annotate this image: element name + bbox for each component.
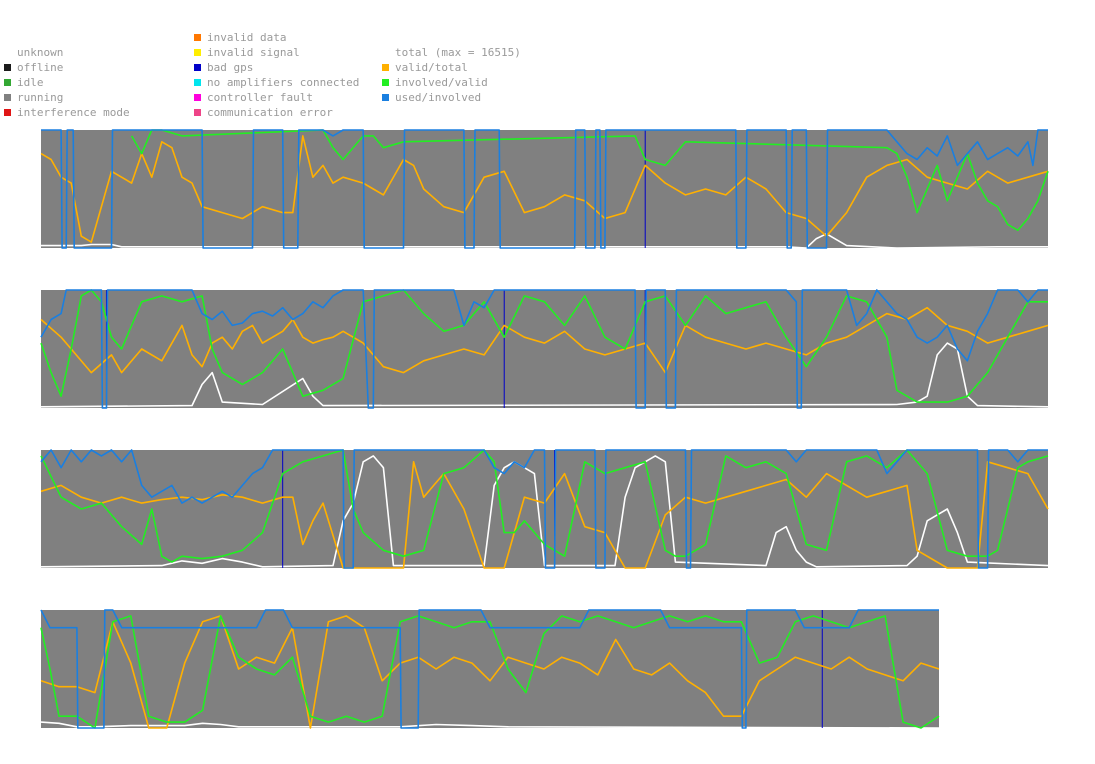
legend-swatch-bad-gps	[194, 63, 201, 71]
legend-item-bad-gps: bad gps	[194, 60, 253, 74]
series-total-line	[40, 455, 1049, 568]
legend-swatch-invalid-signal	[194, 48, 201, 56]
series-valid-total-line	[40, 306, 1049, 374]
series-valid-total-line	[40, 461, 1049, 569]
series-valid-total-line	[40, 615, 940, 729]
legend-swatch-involved-valid	[382, 78, 389, 86]
legend-item-valid-total: valid/total	[382, 60, 468, 74]
legend-label-no-amplifiers-connected: no amplifiers connected	[207, 75, 360, 89]
legend-label-communication-error: communication error	[207, 105, 333, 119]
series-involved-valid-line	[40, 615, 940, 729]
legend-swatch-idle	[4, 78, 11, 86]
legend-swatch-controller-fault	[194, 93, 201, 101]
legend-item-total: total (max = 16515)	[382, 45, 521, 59]
legend-swatch-no-amplifiers-connected	[194, 78, 201, 86]
series-used-involved-line	[40, 449, 1048, 569]
legend-item-communication-error: communication error	[194, 105, 333, 119]
legend-item-invalid-signal: invalid signal	[194, 45, 300, 59]
legend-label-unknown: unknown	[17, 45, 64, 59]
legend-label-offline: offline	[17, 60, 64, 74]
legend-item-idle: idle	[4, 75, 44, 89]
legend-label-used-involved: used/involved	[395, 90, 482, 104]
legend-swatch-used-involved	[382, 93, 389, 101]
legend-label-total: total (max = 16515)	[395, 45, 521, 59]
legend-label-valid-total: valid/total	[395, 60, 468, 74]
legend-item-controller-fault: controller fault	[194, 90, 313, 104]
legend-item-used-involved: used/involved	[382, 90, 481, 104]
legend-swatch-interference-mode	[4, 108, 11, 116]
legend-swatch-invalid-data	[194, 33, 201, 41]
status-band-running	[41, 610, 939, 728]
legend-item-unknown: unknown	[4, 45, 63, 59]
legend-label-invalid-signal: invalid signal	[207, 45, 300, 59]
series-total-line	[40, 342, 1049, 408]
legend-item-interference-mode: interference mode	[4, 105, 130, 119]
status-band-running	[41, 130, 1048, 248]
legend-swatch-communication-error	[194, 108, 201, 116]
legend-label-invalid-data: invalid data	[207, 30, 287, 44]
series-involved-valid-line	[40, 289, 1048, 403]
legend-item-offline: offline	[4, 60, 63, 74]
series-involved-valid-line	[40, 449, 1049, 563]
legend-swatch-running	[4, 93, 11, 101]
legend-label-bad-gps: bad gps	[207, 60, 254, 74]
series-used-involved-line	[40, 289, 1048, 409]
series-total-line	[41, 233, 1048, 249]
legend-item-invalid-data: invalid data	[194, 30, 286, 44]
legend-item-no-amplifiers-connected: no amplifiers connected	[194, 75, 359, 89]
legend-label-interference-mode: interference mode	[17, 105, 130, 119]
series-used-involved-line	[41, 129, 1048, 249]
legend-label-involved-valid: involved/valid	[395, 75, 488, 89]
legend-label-controller-fault: controller fault	[207, 90, 313, 104]
series-used-involved-line	[40, 609, 939, 729]
legend-swatch-valid-total	[382, 63, 389, 71]
series-total-line	[40, 721, 940, 729]
legend-swatch-offline	[4, 63, 11, 71]
series-valid-total-line	[40, 135, 1049, 243]
series-involved-valid-line	[130, 129, 1049, 232]
legend-label-running: running	[17, 90, 64, 104]
legend-item-involved-valid: involved/valid	[382, 75, 488, 89]
legend-item-running: running	[4, 90, 63, 104]
legend-label-idle: idle	[17, 75, 44, 89]
